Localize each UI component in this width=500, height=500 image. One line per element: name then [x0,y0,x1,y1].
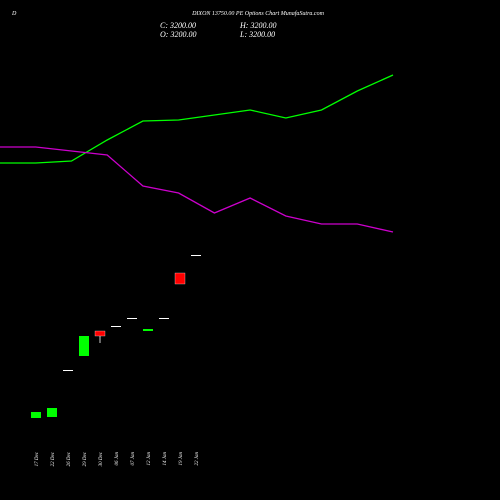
x-tick-label: 22 Jan [195,452,200,466]
corner-label: D [11,11,17,17]
info-open: O: 3200.00 [160,30,196,39]
info-close: C: 3200.00 [160,21,196,30]
x-tick-label: 06 Jan [115,452,120,466]
x-tick-label: 14 Jan [163,452,168,466]
x-tick-label: 19 Jan [179,452,184,466]
x-tick-label: 17 Dec [35,451,40,466]
info-low: L: 3200.00 [239,30,275,39]
indicator-line [0,74,394,164]
candle-body [191,255,201,256]
candle-body [174,272,186,285]
x-tick-label: 29 Dec [83,451,88,466]
x-tick-label: 07 Jan [131,452,136,466]
candle-body [111,326,121,327]
candle-body [94,330,106,337]
x-tick-label: 26 Dec [67,451,72,466]
candle-body [79,336,89,356]
indicator-line [0,146,394,233]
candle-body [127,318,137,319]
candle-body [159,318,169,319]
candle-body [143,329,153,331]
info-high: H: 3200.00 [239,21,276,30]
candle-body [31,412,41,418]
x-tick-label: 30 Dec [99,451,104,466]
chart-title: DIXON 13750.00 PE Options Chart MunafaSu… [191,10,324,17]
candle-body [47,408,57,417]
x-tick-label: 22 Dec [51,451,56,466]
x-tick-label: 12 Jan [147,452,152,466]
candle-body [63,370,73,371]
